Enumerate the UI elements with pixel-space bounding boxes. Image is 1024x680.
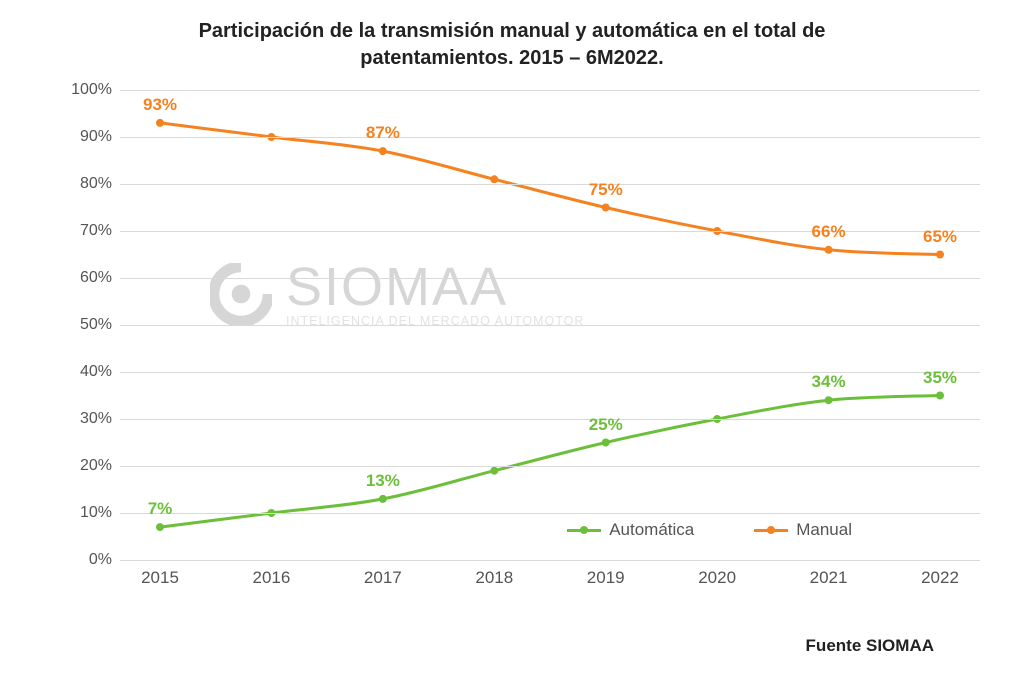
source-label: Fuente SIOMAA (806, 636, 934, 656)
x-tick-label: 2017 (364, 568, 402, 588)
y-tick-label: 80% (80, 175, 112, 193)
legend-label: Manual (796, 520, 852, 540)
grid-line (120, 184, 980, 185)
data-label: 66% (812, 222, 846, 242)
chart-title: Participación de la transmisión manual y… (0, 0, 1024, 82)
grid-line (120, 466, 980, 467)
x-tick-label: 2016 (253, 568, 291, 588)
data-label: 93% (143, 95, 177, 115)
data-label: 65% (923, 227, 957, 247)
grid-line (120, 419, 980, 420)
grid-line (120, 372, 980, 373)
y-tick-label: 60% (80, 269, 112, 287)
series-marker (825, 246, 833, 254)
series-marker (490, 467, 498, 475)
data-label: 75% (589, 180, 623, 200)
y-tick-label: 40% (80, 363, 112, 381)
grid-line (120, 90, 980, 91)
series-marker (379, 495, 387, 503)
series-marker (490, 175, 498, 183)
series-marker (156, 523, 164, 531)
x-tick-label: 2019 (587, 568, 625, 588)
x-tick-label: 2020 (698, 568, 736, 588)
y-tick-label: 70% (80, 222, 112, 240)
y-tick-label: 100% (71, 81, 112, 99)
legend-swatch (754, 529, 788, 532)
y-axis: 0%10%20%30%40%50%60%70%80%90%100% (60, 90, 120, 600)
x-axis: 2015 2016 2017 2018 2019 2020 2021 2022 (120, 560, 980, 600)
series-marker (936, 392, 944, 400)
series-marker (602, 204, 610, 212)
series-marker (156, 119, 164, 127)
y-tick-label: 50% (80, 316, 112, 334)
grid-line (120, 231, 980, 232)
data-label: 34% (812, 372, 846, 392)
y-tick-label: 30% (80, 410, 112, 428)
series-marker (936, 251, 944, 259)
grid-line (120, 513, 980, 514)
series-marker (602, 439, 610, 447)
grid-line (120, 325, 980, 326)
legend-swatch (567, 529, 601, 532)
data-label: 35% (923, 368, 957, 388)
legend: Automática Manual (567, 520, 852, 540)
series-marker (379, 147, 387, 155)
y-tick-label: 20% (80, 457, 112, 475)
data-label: 87% (366, 123, 400, 143)
x-tick-label: 2015 (141, 568, 179, 588)
x-tick-label: 2018 (475, 568, 513, 588)
data-label: 13% (366, 471, 400, 491)
legend-item: Manual (754, 520, 852, 540)
x-tick-label: 2021 (810, 568, 848, 588)
grid-line (120, 137, 980, 138)
data-label: 7% (148, 499, 173, 519)
series-marker (825, 396, 833, 404)
data-label: 25% (589, 415, 623, 435)
y-tick-label: 10% (80, 504, 112, 522)
plot-region: Automática Manual 7% 13% 25% 34% 35% 93% 87% 75%… (120, 90, 980, 560)
chart-area: 0%10%20%30%40%50%60%70%80%90%100% Automá… (60, 90, 980, 600)
series-line (160, 396, 940, 528)
legend-label: Automática (609, 520, 694, 540)
y-tick-label: 90% (80, 128, 112, 146)
grid-line (120, 278, 980, 279)
legend-item: Automática (567, 520, 694, 540)
y-tick-label: 0% (89, 551, 112, 569)
x-tick-label: 2022 (921, 568, 959, 588)
